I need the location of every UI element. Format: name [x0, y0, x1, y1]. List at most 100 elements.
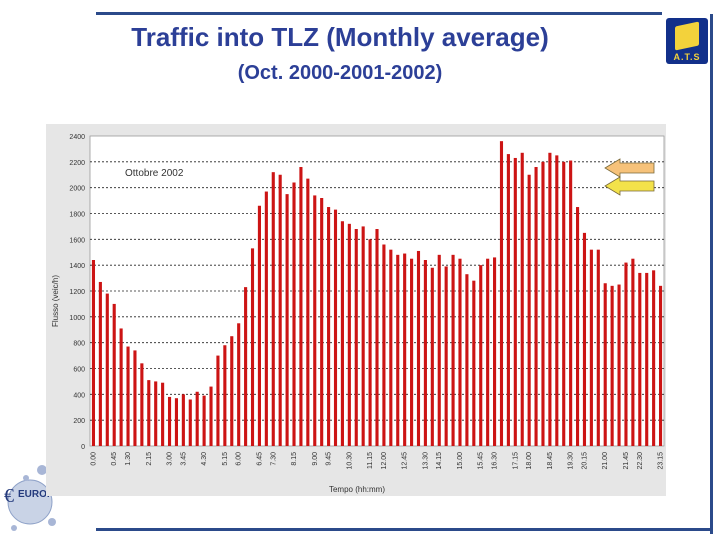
- bar: [167, 396, 172, 446]
- bar: [327, 207, 331, 446]
- x-tick-label: 14.15: [436, 452, 443, 470]
- bar: [181, 394, 185, 446]
- x-tick-label: 20.15: [581, 452, 588, 470]
- bar: [493, 257, 497, 446]
- x-tick-label: 19.30: [568, 452, 575, 470]
- bar: [499, 141, 504, 446]
- bar: [133, 350, 137, 446]
- bar: [195, 391, 199, 446]
- x-tick-label: 12.00: [381, 452, 388, 470]
- x-tick-label: 16.30: [492, 452, 499, 470]
- left-arrow-icon: [604, 176, 655, 196]
- x-axis-title: Tempo (hh:mm): [329, 485, 385, 494]
- bar: [237, 323, 241, 446]
- bar: [589, 249, 593, 446]
- bar: [161, 382, 165, 446]
- left-arrow-icon: [604, 158, 655, 178]
- bar: [299, 167, 303, 446]
- bar: [361, 226, 365, 446]
- bar: [264, 191, 268, 446]
- top-rule: [96, 12, 662, 15]
- bar: [534, 167, 538, 446]
- bar: [223, 345, 227, 446]
- bar: [396, 254, 400, 446]
- bar: [603, 283, 607, 446]
- bar: [354, 229, 358, 446]
- y-tick-label: 0: [81, 444, 85, 451]
- y-tick-label: 2200: [69, 160, 85, 167]
- bar: [437, 254, 441, 446]
- bar: [285, 194, 289, 446]
- bar: [658, 285, 663, 446]
- bar: [562, 161, 566, 447]
- bar: [645, 272, 649, 446]
- y-tick-label: 600: [73, 367, 85, 374]
- x-tick-label: 21.00: [602, 452, 609, 470]
- slide-subtitle: (Oct. 2000-2001-2002): [237, 62, 443, 84]
- x-tick-label: 1.30: [125, 452, 132, 466]
- y-tick-label: 200: [73, 418, 85, 425]
- y-tick-label: 1400: [69, 263, 85, 270]
- x-tick-label: 15.45: [478, 452, 485, 470]
- x-tick-label: 7.30: [270, 452, 277, 466]
- bar: [188, 399, 192, 446]
- slide-title: Traffic into TLZ (Monthly average): [131, 22, 549, 52]
- bar: [555, 155, 559, 446]
- x-tick-label: 15.00: [457, 452, 464, 470]
- bar: [548, 152, 552, 446]
- bar: [202, 395, 206, 446]
- bar: [479, 265, 483, 446]
- bottom-rule: [96, 528, 710, 531]
- x-tick-label: 2.15: [146, 452, 153, 466]
- x-tick-label: 23.15: [658, 452, 665, 470]
- bar: [147, 380, 151, 446]
- bar: [216, 355, 220, 446]
- bar: [230, 336, 234, 446]
- x-tick-label: 8.15: [291, 452, 298, 466]
- bar: [340, 221, 344, 446]
- bar: [624, 262, 628, 446]
- x-tick-label: 0.45: [111, 452, 118, 466]
- y-tick-label: 400: [73, 392, 85, 399]
- bar: [638, 272, 642, 446]
- bar: [389, 249, 393, 446]
- bar: [382, 244, 386, 446]
- bar: [320, 198, 324, 446]
- x-tick-label: 0.00: [90, 452, 97, 466]
- bar: [105, 293, 109, 446]
- x-tick-label: 12.45: [402, 452, 409, 470]
- x-tick-label: 22.30: [637, 452, 644, 470]
- bar: [119, 328, 123, 446]
- y-tick-label: 2000: [69, 186, 85, 193]
- bar: [292, 182, 296, 446]
- y-tick-label: 1600: [69, 237, 85, 244]
- bar: [126, 346, 130, 446]
- bar: [617, 284, 621, 446]
- y-axis-title: Flusso (veic/h): [51, 275, 60, 327]
- bar: [541, 161, 545, 447]
- bar: [513, 157, 517, 447]
- x-tick-label: 3.45: [180, 452, 187, 466]
- x-tick-label: 18.45: [547, 452, 554, 470]
- x-tick-label: 11.15: [367, 452, 374, 469]
- bar: [430, 267, 434, 446]
- ats-logo: A.T.S: [666, 18, 708, 64]
- bar: [423, 260, 427, 446]
- bar: [527, 174, 531, 446]
- y-tick-label: 1200: [69, 289, 85, 296]
- bar: [278, 174, 282, 446]
- bar: [271, 172, 275, 446]
- bar: [465, 274, 469, 446]
- euro-logo-text: EUROF: [18, 489, 53, 500]
- bar: [520, 152, 524, 446]
- bar: [313, 195, 317, 446]
- bar: [472, 280, 476, 446]
- bar: [451, 254, 455, 446]
- bar: [410, 258, 414, 446]
- ats-logo-text: A.T.S: [673, 52, 701, 62]
- x-tick-label: 21.45: [623, 452, 630, 470]
- bar: [444, 266, 448, 446]
- bar: [140, 363, 144, 446]
- bar: [306, 178, 310, 446]
